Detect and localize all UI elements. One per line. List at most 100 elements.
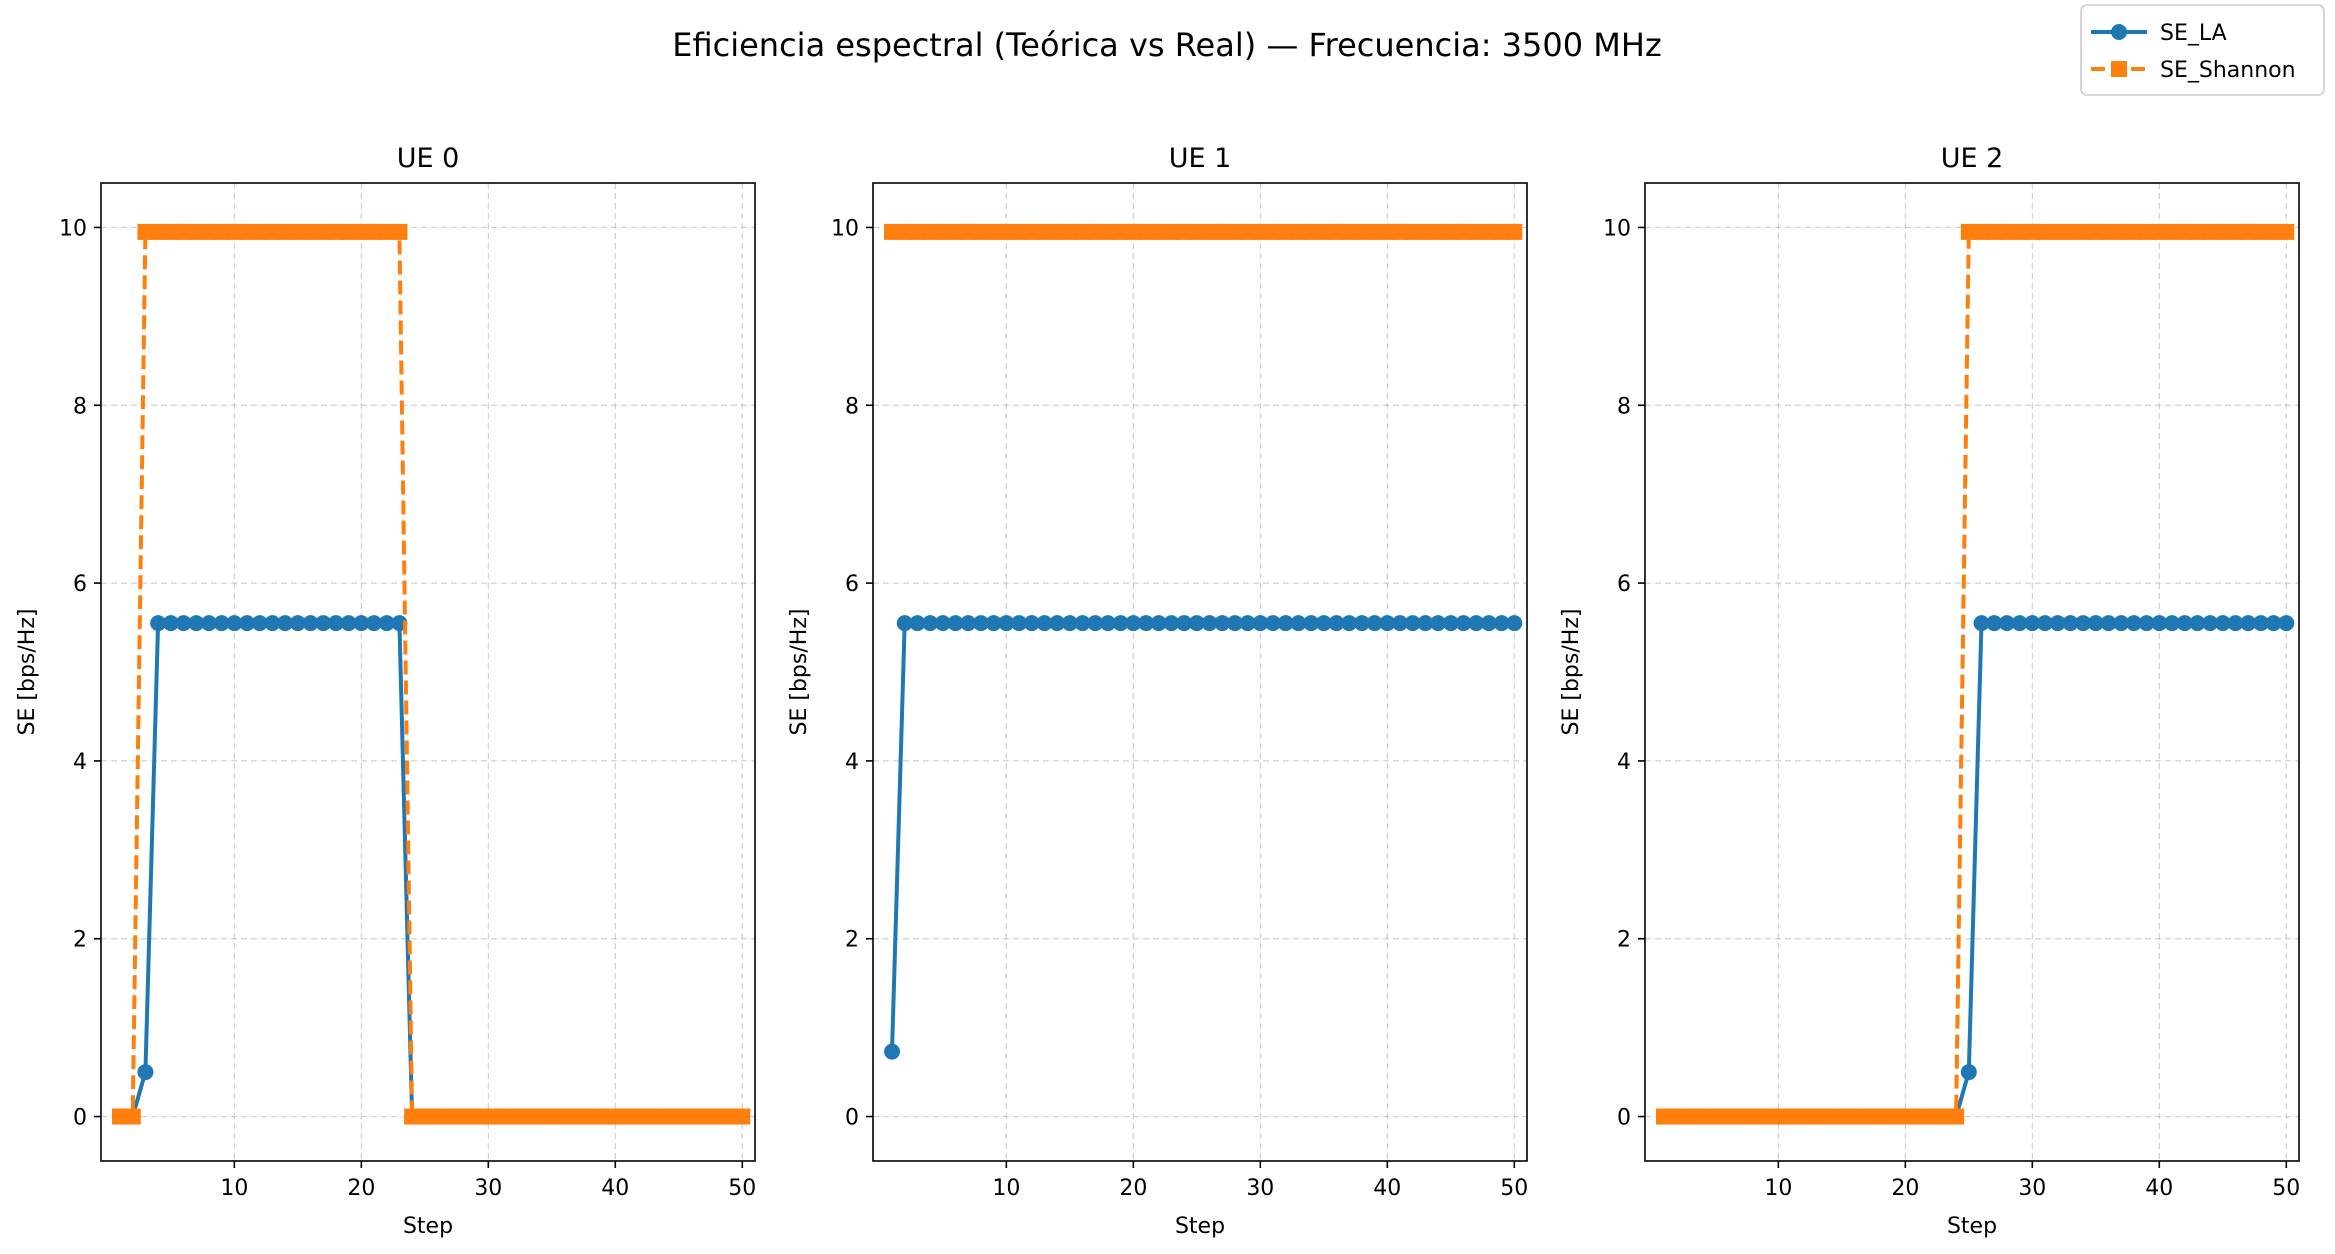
- data-point: [378, 615, 395, 632]
- data-point: [1150, 223, 1167, 240]
- data-point: [251, 223, 268, 240]
- data-point: [1821, 1108, 1838, 1125]
- data-point: [277, 615, 294, 632]
- data-point: [1112, 615, 1129, 632]
- data-point: [1884, 1108, 1901, 1125]
- series-se-shannon: [1656, 223, 2295, 1125]
- data-point: [1417, 223, 1434, 240]
- series-line: [120, 621, 743, 1119]
- data-point: [1948, 1108, 1965, 1125]
- data-point: [2062, 615, 2079, 632]
- data-point: [1163, 223, 1180, 240]
- y-tick-label: 2: [73, 928, 87, 953]
- data-point: [2176, 615, 2193, 632]
- y-tick-label: 6: [1617, 572, 1631, 597]
- data-point: [1226, 223, 1243, 240]
- data-point: [200, 223, 217, 240]
- data-point: [2011, 615, 2028, 632]
- data-point: [2240, 223, 2257, 240]
- data-point: [1011, 223, 1028, 240]
- data-point: [1442, 223, 1459, 240]
- data-point: [2049, 615, 2066, 632]
- data-point: [2164, 615, 2181, 632]
- data-point: [366, 223, 383, 240]
- data-point: [1973, 223, 1990, 240]
- data-point: [2075, 615, 2092, 632]
- x-tick-label: 40: [1373, 1176, 1401, 1201]
- data-point: [162, 223, 179, 240]
- data-point: [124, 1108, 141, 1125]
- data-point: [2214, 223, 2231, 240]
- y-axis-label: SE [bps/Hz]: [787, 609, 812, 736]
- data-point: [884, 223, 901, 240]
- subplot-title: UE 0: [397, 143, 460, 174]
- data-point: [708, 1108, 725, 1125]
- data-point: [137, 1064, 154, 1081]
- data-point: [960, 223, 977, 240]
- data-point: [1049, 615, 1066, 632]
- data-point: [416, 1108, 433, 1125]
- data-point: [960, 615, 977, 632]
- y-tick-label: 8: [73, 394, 87, 419]
- data-point: [1315, 615, 1332, 632]
- data-point: [2227, 615, 2244, 632]
- data-point: [315, 223, 332, 240]
- data-point: [175, 615, 192, 632]
- data-point: [1706, 1108, 1723, 1125]
- x-tick-label: 40: [2145, 1176, 2173, 1201]
- data-point: [947, 223, 964, 240]
- data-point: [226, 223, 243, 240]
- y-tick-label: 4: [1617, 750, 1631, 775]
- data-point: [2100, 223, 2117, 240]
- data-point: [1049, 223, 1066, 240]
- data-point: [1986, 615, 2003, 632]
- data-point: [1366, 223, 1383, 240]
- data-point: [2202, 615, 2219, 632]
- data-point: [2062, 223, 2079, 240]
- data-point: [2037, 223, 2054, 240]
- x-tick-label: 50: [2272, 1176, 2300, 1201]
- y-tick-label: 2: [1617, 928, 1631, 953]
- data-point: [1719, 1108, 1736, 1125]
- data-point: [2227, 223, 2244, 240]
- data-point: [1188, 223, 1205, 240]
- data-point: [2189, 615, 2206, 632]
- data-point: [1074, 615, 1091, 632]
- data-point: [1214, 615, 1231, 632]
- data-point: [1353, 223, 1370, 240]
- y-axis-label: SE [bps/Hz]: [15, 609, 40, 736]
- y-tick-label: 6: [845, 572, 859, 597]
- data-point: [1808, 1108, 1825, 1125]
- data-point: [1998, 223, 2015, 240]
- data-point: [1277, 615, 1294, 632]
- data-point: [1353, 615, 1370, 632]
- legend: SE_LA SE_Shannon: [2080, 4, 2325, 96]
- data-point: [2265, 615, 2282, 632]
- x-axis-label: Step: [403, 1214, 453, 1239]
- data-point: [442, 1108, 459, 1125]
- data-point: [289, 615, 306, 632]
- data-point: [175, 223, 192, 240]
- y-tick-label: 4: [73, 750, 87, 775]
- y-tick-label: 4: [845, 750, 859, 775]
- data-point: [137, 223, 154, 240]
- data-point: [239, 615, 256, 632]
- data-point: [1998, 615, 2015, 632]
- data-point: [1188, 615, 1205, 632]
- data-point: [340, 615, 357, 632]
- data-point: [2278, 223, 2295, 240]
- grid-lines: [101, 183, 755, 1161]
- series-se-la: [884, 615, 1523, 1060]
- data-point: [1846, 1108, 1863, 1125]
- x-tick-label: 30: [1246, 1176, 1274, 1201]
- x-tick-label: 20: [1119, 1176, 1147, 1201]
- y-tick-label: 2: [845, 928, 859, 953]
- data-point: [302, 615, 319, 632]
- data-point: [1379, 615, 1396, 632]
- data-point: [985, 223, 1002, 240]
- data-point: [1897, 1108, 1914, 1125]
- data-point: [2214, 615, 2231, 632]
- subplot-1: 10 20 30 40 50 0 2 4 6 8 10 UE 1 Step SE [bps/Hz]: [787, 143, 1528, 1239]
- y-tick-label: 8: [1617, 394, 1631, 419]
